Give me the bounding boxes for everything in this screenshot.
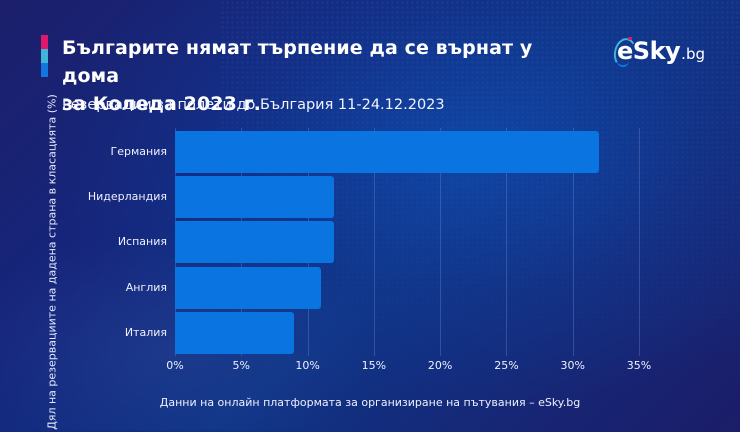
logo-dot-icon [628,37,632,40]
x-tick-label: 5% [232,359,251,372]
logo-wordmark: eSky [611,36,681,70]
logo-tld: .bg [681,45,705,63]
gridline [572,128,574,356]
esky-logo: eSky .bg [611,36,705,70]
bar-row [175,131,639,173]
category-label: Германия [110,145,167,158]
bar-row [175,221,639,263]
accent-bar-blue [41,63,48,77]
bar-row [175,312,639,354]
x-tick-label: 25% [494,359,519,372]
gridline [440,128,442,356]
x-tick-label: 20% [427,359,453,372]
category-label: Англия [125,281,167,294]
bar-2 [175,221,335,263]
bar-0 [175,131,600,173]
source-footnote: Данни на онлайн платформата за организир… [159,396,581,409]
plot-area [175,128,640,356]
x-tick-label: 30% [560,359,585,372]
logo-arc-bottom-icon [617,61,629,67]
chart-subtitle: Резервации за полети до България 11-24.1… [62,97,445,113]
x-tick-label: 10% [295,359,320,372]
category-label: Италия [124,326,167,339]
x-tick-label: 15% [361,359,387,372]
x-tick-label: 0% [166,359,184,372]
bar-row [175,267,639,309]
gridline [506,128,508,356]
accent-bar-pink [41,35,48,49]
chart-title-line2: за Коледа 2023 г. [62,93,261,115]
bar-3 [175,267,321,309]
gridline [373,128,375,356]
category-label: Испания [117,235,167,248]
category-label: Нидерландия [87,190,167,203]
bar-row [175,176,639,218]
accent-bar-cyan [41,49,48,63]
chart-title: Българите нямат търпение да се върнат у … [62,34,582,118]
x-tick-label: 35% [626,359,652,372]
gridline [639,128,640,356]
chart-title-line1: Българите нямат търпение да се върнат у … [62,37,533,87]
bar-1 [175,176,335,218]
bar-4 [175,312,295,354]
